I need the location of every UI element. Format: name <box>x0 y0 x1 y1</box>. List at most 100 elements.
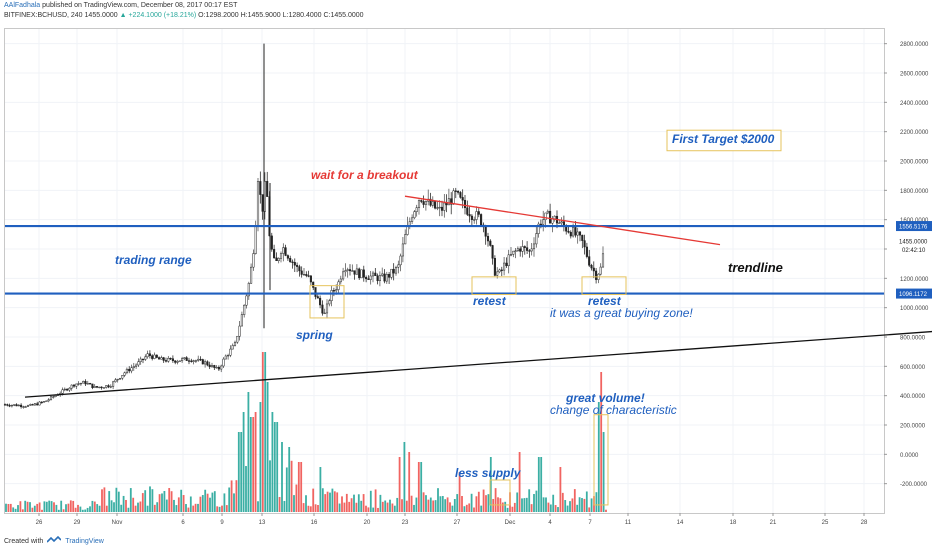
candle-body <box>549 210 552 224</box>
candle-body <box>15 404 18 407</box>
time-tick-label: Dec <box>505 520 516 526</box>
candle-body <box>339 278 342 283</box>
support-trendline <box>24 330 932 398</box>
volume-bar <box>410 495 413 512</box>
candle-body <box>509 254 513 256</box>
candle-body <box>286 255 289 259</box>
candle-body <box>238 325 241 337</box>
candle-body <box>457 190 460 193</box>
candle-body <box>20 404 23 407</box>
candle-body <box>477 211 480 215</box>
volume-bar <box>398 457 401 512</box>
volume-bar <box>401 499 403 512</box>
candle-body <box>523 246 526 248</box>
ohlc-values: O:1298.2000 H:1455.9000 L:1280.4000 C:14… <box>198 12 364 19</box>
candles <box>3 43 605 409</box>
candle-body <box>266 181 269 197</box>
candle-body <box>463 199 467 208</box>
volume-bar <box>487 494 490 512</box>
candle-body <box>296 264 299 267</box>
price-badge-label: 1556.5176 <box>899 225 928 231</box>
volume-bar <box>513 502 516 512</box>
candle-body <box>75 383 78 387</box>
volume-bar <box>216 506 219 512</box>
volume-bar <box>605 509 607 512</box>
volume-bar <box>139 501 142 512</box>
candle-body <box>417 200 421 208</box>
candle-body <box>371 272 375 277</box>
volume-bar <box>456 494 459 512</box>
volume-bar <box>45 501 48 512</box>
candle-body <box>47 399 50 402</box>
candle-body <box>187 360 191 362</box>
candle-body <box>459 192 462 198</box>
volume-bar <box>525 497 528 512</box>
tradingview-brand[interactable]: TradingView <box>65 537 104 545</box>
price-tick-label: 2400.0000 <box>900 101 929 107</box>
candle-body <box>342 271 345 280</box>
candle-body <box>429 198 432 206</box>
volume-bar <box>566 505 569 512</box>
price-tick-label: 2600.0000 <box>900 72 929 78</box>
volume-bar <box>427 499 430 512</box>
footer: Created with TradingView <box>4 535 104 546</box>
candle-body <box>254 226 257 254</box>
volume-bar <box>233 493 235 512</box>
candle-body <box>369 275 372 280</box>
candle-body <box>102 387 105 389</box>
candle-body <box>91 383 94 388</box>
candle-body <box>204 361 207 365</box>
volume-bar <box>115 487 118 512</box>
candle-body <box>141 358 145 361</box>
author-link[interactable]: AAlFadhala <box>4 2 41 9</box>
volume-bar <box>264 352 267 512</box>
volume-bar <box>288 447 291 512</box>
candle-body <box>314 287 317 297</box>
volume-bar <box>276 422 279 512</box>
candle-body <box>466 207 469 215</box>
volume-bar <box>293 495 295 512</box>
volume-bar <box>583 498 586 512</box>
candle-body <box>72 384 76 387</box>
candle-body <box>553 215 556 219</box>
annotation-text: change of characteristic <box>550 403 677 417</box>
candle-body <box>217 366 220 370</box>
candle-body <box>148 353 151 356</box>
volume-bar <box>187 507 190 512</box>
volume-bar <box>134 505 137 512</box>
volume-bar <box>302 503 305 512</box>
candle-body <box>567 230 570 233</box>
volume-bar <box>573 489 576 512</box>
volume-bar <box>165 499 168 512</box>
volume-bar <box>149 486 151 512</box>
volume-bar <box>144 490 147 512</box>
volume-bar <box>374 489 377 512</box>
candle-body <box>312 281 315 288</box>
candle-body <box>26 405 30 407</box>
price-tick-label: 2200.0000 <box>900 130 929 136</box>
volume-bar <box>281 442 283 512</box>
volume-bar <box>84 509 87 512</box>
volume-bar <box>369 490 372 512</box>
price-axis[interactable]: 2800.0000 2600.0000 2400.0000 2200.0000 2000… <box>884 42 932 488</box>
candle-body <box>250 266 253 284</box>
candle-body <box>431 201 434 206</box>
candle-body <box>77 383 80 385</box>
time-axis[interactable]: 26 29 Nov 6 9 13 16 20 23 27 Dec 4 7 11 14 18 21 25 28 <box>36 513 868 526</box>
candle-body <box>424 201 427 205</box>
symbol-interval[interactable]: BITFINEX:BCHUSD, 240 <box>4 12 83 19</box>
time-tick-label: 11 <box>625 520 632 526</box>
candle-body <box>197 358 200 361</box>
candle-body <box>420 200 423 202</box>
candle-body <box>588 256 591 266</box>
candle-body <box>438 206 441 209</box>
volume-bar <box>225 505 228 512</box>
volume-bar <box>319 467 322 512</box>
volume-bar <box>494 488 497 512</box>
candle-body <box>167 357 170 362</box>
volume-bar <box>127 507 130 512</box>
volume-bar <box>432 500 435 512</box>
volume-bar <box>31 507 34 512</box>
candle-body <box>307 275 310 277</box>
